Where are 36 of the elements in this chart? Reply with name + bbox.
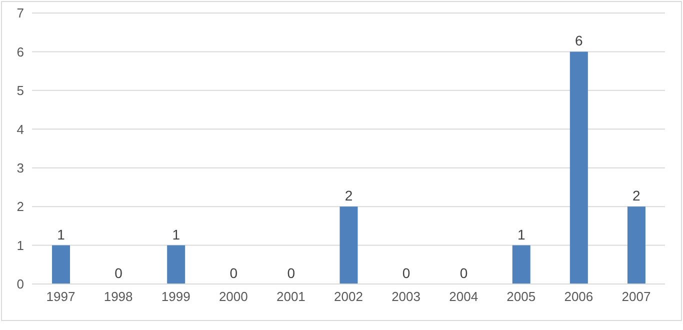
data-label: 0 [114, 265, 123, 281]
y-tick-label: 3 [16, 160, 24, 176]
data-label: 2 [344, 188, 353, 204]
bar [570, 52, 588, 284]
data-label: 1 [517, 226, 526, 242]
x-tick-label: 2001 [276, 289, 306, 304]
x-tick-label: 1998 [104, 289, 133, 304]
y-tick-label: 2 [16, 199, 24, 214]
y-tick-label: 4 [16, 122, 24, 137]
y-tick-label: 1 [16, 238, 24, 253]
x-tick-label: 2006 [564, 289, 594, 304]
data-label: 6 [575, 32, 584, 49]
bar [627, 206, 646, 284]
data-label: 0 [460, 265, 468, 281]
data-label: 1 [172, 226, 180, 242]
bar [167, 245, 186, 284]
data-label: 0 [287, 265, 296, 281]
x-tick-label: 2004 [449, 289, 478, 304]
x-tick-label: 1999 [161, 289, 190, 304]
data-label: 0 [402, 265, 410, 281]
data-label: 1 [57, 226, 66, 242]
y-tick-label: 5 [16, 83, 24, 98]
x-tick-label: 2002 [334, 289, 363, 304]
x-tick-label: 2005 [506, 289, 536, 304]
bar [52, 245, 70, 284]
x-tick-label: 2007 [622, 289, 651, 304]
bar [512, 245, 530, 284]
y-tick-label: 0 [16, 276, 24, 292]
x-tick-label: 2003 [392, 289, 421, 304]
x-tick-label: 1997 [46, 289, 76, 304]
bar [340, 206, 358, 284]
y-tick-label: 6 [16, 44, 24, 60]
y-tick-label: 7 [16, 6, 24, 21]
x-tick-label: 2000 [218, 289, 248, 304]
data-label: 0 [230, 265, 238, 281]
data-label: 2 [632, 188, 641, 204]
